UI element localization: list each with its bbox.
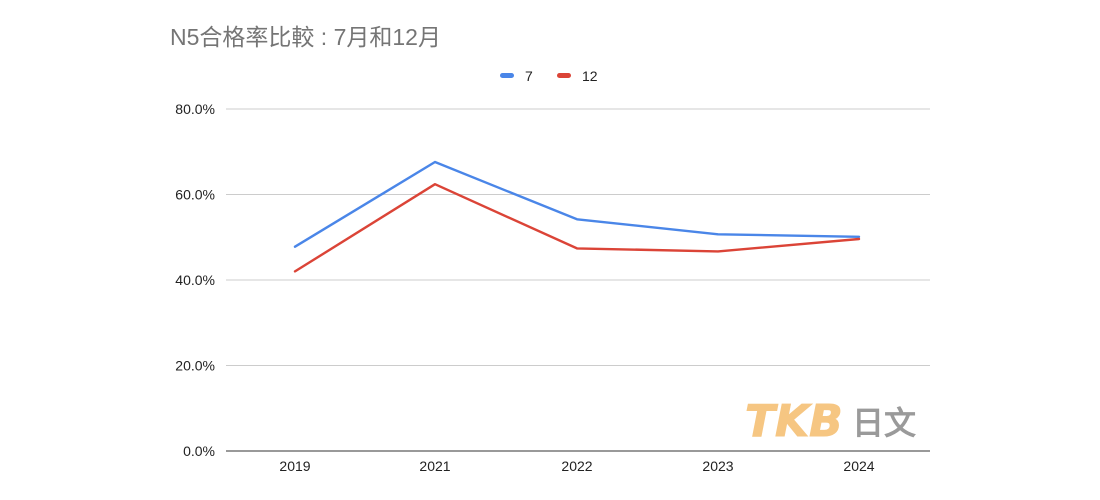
y-tick-label: 60.0% — [175, 187, 215, 203]
series-line-7 — [293, 160, 861, 248]
x-tick-label: 2024 — [843, 458, 874, 474]
watermark-logo: TKB 日文 — [745, 396, 917, 448]
series-lines — [293, 160, 861, 273]
y-tick-label: 20.0% — [175, 358, 215, 374]
watermark-cjk: 日文 — [852, 404, 916, 442]
y-axis-ticks: 0.0% 20.0% 40.0% 60.0% 80.0% — [175, 101, 215, 459]
y-tick-label: 80.0% — [175, 101, 215, 117]
y-tick-label: 40.0% — [175, 272, 215, 288]
grid-lines — [226, 108, 930, 452]
legend-label: 12 — [582, 68, 598, 84]
x-tick-label: 2023 — [702, 458, 733, 474]
x-tick-label: 2019 — [279, 458, 310, 474]
x-tick-label: 2021 — [419, 458, 450, 474]
legend: 7 12 — [500, 68, 598, 84]
legend-swatch — [500, 73, 514, 78]
y-tick-label: 0.0% — [183, 443, 215, 459]
chart-title: N5合格率比較 : 7月和12月 — [170, 24, 441, 50]
watermark-latin: TKB — [745, 396, 843, 447]
legend-swatch — [557, 73, 571, 78]
x-tick-label: 2022 — [561, 458, 592, 474]
x-axis-ticks: 2019 2021 2022 2023 2024 — [279, 458, 874, 474]
series-line-12 — [293, 182, 861, 273]
legend-label: 7 — [525, 68, 533, 84]
